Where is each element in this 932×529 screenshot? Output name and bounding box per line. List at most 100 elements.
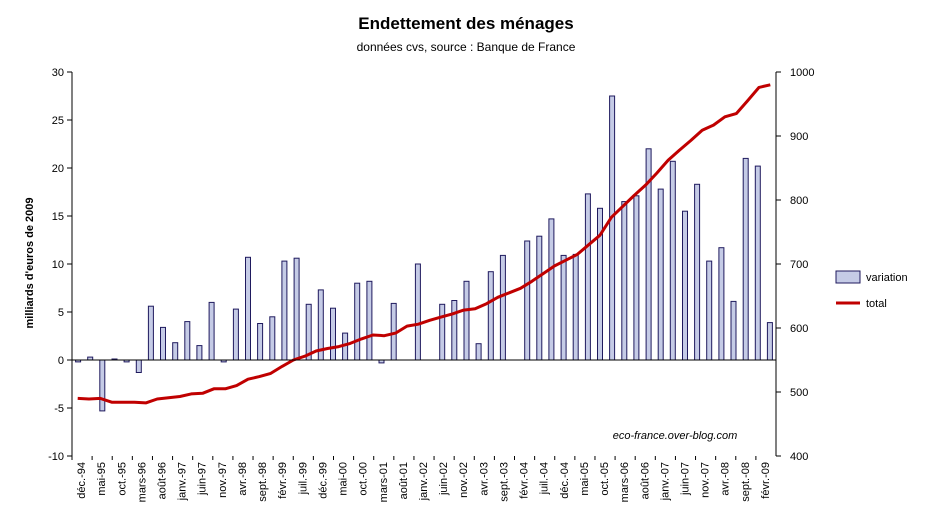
- x-tick-label: déc.-99: [317, 462, 329, 499]
- y2-tick-label: 500: [790, 387, 808, 399]
- x-tick-label: nov.-07: [700, 462, 712, 498]
- x-tick-label: janv.-97: [177, 462, 189, 501]
- x-tick-label: oct.-95: [116, 462, 128, 496]
- y2-tick-label: 900: [790, 131, 808, 143]
- x-tick-label: déc.-04: [559, 462, 571, 499]
- bar-variation: [754, 165, 761, 361]
- bar-variation: [99, 359, 106, 412]
- bar-variation: [451, 300, 458, 361]
- x-tick-label: oct.-05: [599, 462, 611, 496]
- x-tick-label: nov.-97: [217, 462, 229, 498]
- x-tick-label: janv.-02: [418, 462, 430, 501]
- y-tick-label: 10: [52, 259, 64, 271]
- bar-variation: [366, 280, 373, 361]
- bar-variation: [499, 254, 506, 361]
- y-tick-label: 5: [58, 307, 64, 319]
- x-tick-label: sept.-08: [740, 462, 752, 502]
- x-tick-label: juin-97: [197, 462, 209, 496]
- bar-variation: [487, 271, 494, 361]
- bar-variation: [548, 218, 555, 361]
- y-axis-label: milliards d'euros de 2009: [24, 197, 36, 328]
- bar-variation: [584, 193, 591, 361]
- bar-variation: [184, 321, 191, 361]
- bar-variation: [257, 323, 264, 361]
- bar-variation: [694, 183, 701, 361]
- bar-variation: [766, 322, 773, 361]
- bar-variation: [657, 188, 664, 361]
- x-tick-label: mars-01: [378, 462, 390, 502]
- y-tick-label: 15: [52, 211, 64, 223]
- y-tick-label: 30: [52, 67, 64, 79]
- bar-variation: [621, 201, 628, 361]
- x-tick-label: févr.-09: [760, 462, 772, 499]
- bar-variation: [536, 235, 543, 361]
- bar-variation: [560, 254, 567, 361]
- bar-variation: [669, 160, 676, 361]
- bar-variation: [414, 263, 421, 361]
- bar-variation: [330, 307, 336, 361]
- x-tick-label: sept.-03: [499, 462, 511, 502]
- bar-variation: [269, 316, 276, 361]
- y2-tick-label: 600: [790, 323, 808, 335]
- x-tick-label: juil.-99: [297, 462, 309, 495]
- bar-variation: [730, 300, 737, 361]
- x-tick-label: juin-02: [438, 462, 450, 496]
- y-tick-label: 25: [52, 115, 64, 127]
- x-tick-label: mai-05: [579, 462, 591, 496]
- y-tick-label: 20: [52, 163, 64, 175]
- bar-variation: [245, 256, 251, 361]
- y-tick-label: 0: [58, 355, 64, 367]
- x-tick-label: févr.-04: [519, 462, 531, 499]
- bar-variation: [293, 257, 300, 361]
- x-tick-label: juin-07: [680, 462, 692, 496]
- x-tick-label: oct.-00: [358, 462, 370, 496]
- y2-tick-label: 1000: [790, 67, 814, 79]
- x-tick-label: mars-96: [136, 462, 148, 502]
- bar-variation: [208, 301, 215, 361]
- bar-variation: [172, 342, 179, 361]
- bar-variation: [609, 95, 616, 361]
- x-tick-label: août-96: [157, 462, 169, 499]
- bar-variation: [682, 210, 688, 361]
- bar-variation: [572, 253, 579, 361]
- y-tick-label: -5: [54, 403, 64, 415]
- x-tick-label: juil.-04: [539, 462, 551, 495]
- x-tick-label: mai-00: [338, 462, 350, 496]
- bar-variation: [742, 157, 749, 361]
- line-total: [77, 83, 771, 405]
- bar-variation: [463, 280, 470, 361]
- legend-swatch-variation: [835, 270, 861, 284]
- x-tick-label: avr.-08: [720, 462, 732, 496]
- x-tick-label: avr.-98: [237, 462, 249, 496]
- bar-variation: [706, 260, 713, 361]
- y2-tick-label: 700: [790, 259, 808, 271]
- bar-variation: [439, 303, 446, 361]
- x-tick-label: août-06: [639, 462, 651, 499]
- x-tick-label: déc.-94: [76, 462, 88, 499]
- legend: variation total: [835, 270, 908, 310]
- chart-title: Endettement des ménages: [358, 14, 573, 33]
- y-tick-label: -10: [48, 451, 64, 463]
- bar-variation: [281, 260, 288, 361]
- source-annotation: eco-france.over-blog.com: [613, 430, 738, 442]
- bar-variation: [475, 343, 482, 361]
- bar-variation: [160, 326, 166, 361]
- bar-variation: [633, 195, 640, 361]
- bar-variation: [147, 305, 154, 361]
- bar-variation: [135, 359, 142, 373]
- x-tick-label: sept.-98: [257, 462, 269, 502]
- x-tick-label: août-01: [398, 462, 410, 499]
- x-tick-label: janv.-07: [659, 462, 671, 501]
- bar-variation: [232, 308, 239, 361]
- chart-subtitle: données cvs, source : Banque de France: [357, 40, 576, 54]
- x-tick-label: avr.-03: [478, 462, 490, 496]
- bar-variation: [524, 240, 531, 361]
- bar-variation: [354, 282, 361, 361]
- bar-variation: [196, 345, 203, 361]
- axes: -10 -5 0 5 10 15 20 25 30 400 500 600 700 800 900 1000 d…: [48, 67, 814, 502]
- y2-tick-label: 800: [790, 195, 808, 207]
- bar-variation: [305, 303, 312, 361]
- y2-tick-label: 400: [790, 451, 808, 463]
- x-tick-label: mars-06: [619, 462, 631, 502]
